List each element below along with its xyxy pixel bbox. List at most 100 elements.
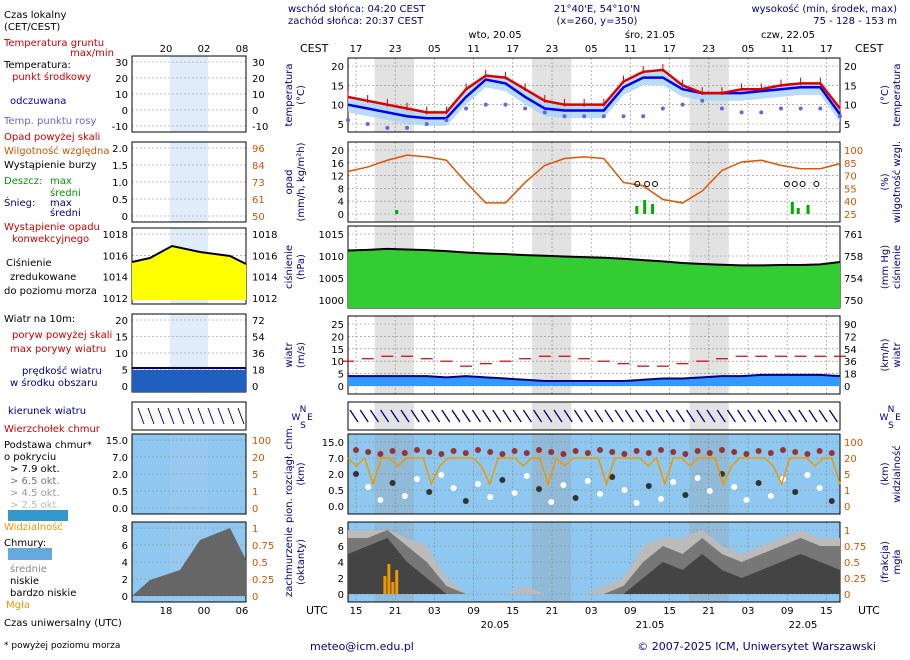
legend-right-tick: 72 — [252, 316, 265, 327]
panel-ylabel-right-press-line: (mm Hg) — [880, 245, 891, 289]
cloud-top-dot — [658, 447, 664, 453]
precip-bar — [790, 202, 794, 214]
precip-bar — [651, 204, 655, 214]
wind-arrow — [482, 409, 492, 423]
legend-local-tick: 20 — [160, 44, 173, 55]
dew-point-dot — [365, 122, 370, 126]
legend-text: średni — [50, 207, 81, 219]
panel-ylabel-left-precip-line: opad — [284, 170, 295, 195]
legend-text: niskie — [10, 576, 39, 587]
dew-point-dot — [503, 102, 508, 107]
legend-right-tick: 96 — [252, 144, 265, 155]
cloud-top-dot — [609, 449, 616, 455]
wind-arrow — [522, 409, 532, 423]
wind-arrow — [675, 409, 685, 423]
legend-right-tick: 36 — [252, 349, 265, 360]
left-tick: 25 — [331, 320, 344, 331]
legend-left-tick: 0 — [122, 382, 128, 393]
legend-left-tick: 7.0 — [112, 453, 128, 464]
legend-right-tick: 20 — [252, 74, 265, 85]
legend-right-tick: 1014 — [252, 273, 277, 284]
sunrise-text: wschód słońca: 04:20 CEST — [288, 3, 426, 15]
cloud-base-dot — [365, 484, 372, 490]
right-tick: 1 — [844, 486, 850, 497]
night-band — [374, 142, 414, 222]
right-tick: 0 — [844, 382, 850, 393]
wind-arrow — [645, 409, 655, 423]
legend-text: Chmury: — [4, 538, 46, 549]
left-tick: 6 — [338, 542, 344, 553]
legend-text: Czas lokalny — [4, 10, 67, 21]
right-tick: 18 — [844, 370, 857, 381]
elevation-label: wysokość (min, środek, max) — [751, 3, 897, 15]
utc-tick: 21 — [702, 606, 715, 617]
legend-right-tick: 61 — [252, 195, 265, 206]
precip-bar — [395, 210, 399, 214]
okt-swatch — [8, 510, 68, 521]
cloud-top-dot — [621, 451, 628, 457]
panel-ylabel-right-temp: (°C) temperatura — [880, 63, 903, 126]
cloud-top-dot — [719, 447, 725, 453]
legend-right-tick: 50 — [252, 212, 265, 223]
legend-right-tick: 100 — [252, 436, 271, 447]
cloud-base-dot — [633, 500, 640, 506]
left-tick: 20 — [331, 332, 344, 343]
right-tick: 40 — [844, 197, 857, 208]
left-tick: 1000 — [319, 296, 344, 307]
pressure-line — [347, 247, 841, 267]
dew-point-dot — [424, 122, 429, 126]
panel-ylabel-right-wind-line: wiatr — [892, 342, 903, 368]
right-tick: 20 — [844, 454, 857, 465]
wind-arrow — [747, 409, 757, 423]
right-tick: 25 — [844, 210, 857, 221]
cloud-top-dot — [487, 449, 494, 455]
dew-point-dot — [562, 114, 567, 119]
cloud-base-dot — [414, 476, 420, 482]
wind-arrow — [400, 409, 410, 423]
legend-text: Śnieg: — [4, 196, 35, 209]
local-tz-label: CEST — [300, 42, 329, 55]
low-cloud-area — [348, 538, 840, 594]
legend-wind-arrow — [167, 407, 175, 425]
legend-right-tick: 73 — [252, 178, 265, 189]
legend-right-tick: 10 — [252, 90, 265, 101]
dew-point-dot — [523, 106, 528, 111]
cloud-base-dot — [828, 498, 835, 504]
legend-left-tick: 15.0 — [106, 436, 128, 447]
legend-panel-frame — [131, 401, 247, 431]
right-tick: 55 — [844, 184, 857, 195]
legend-utc-tick: 06 — [236, 606, 249, 617]
wind-arrow — [604, 409, 614, 423]
cloud-base-dot — [401, 493, 408, 499]
cloud-top-dot — [804, 451, 811, 457]
cloud-base-dot — [572, 495, 579, 501]
legend-right-tick: 54 — [252, 333, 265, 344]
panel-ylabel-right-cloudbase-line: widzialność — [891, 445, 903, 502]
right-tick: 754 — [844, 274, 863, 285]
panel-press: 1015 1010 1005 1000 761 758 754 750 — [319, 225, 863, 309]
high-cloud-swatch — [8, 548, 52, 560]
legend-left-tick: 1.5 — [112, 161, 128, 172]
wind-arrow — [624, 409, 634, 423]
legend-wind-arrow — [137, 407, 145, 425]
precip-bar — [643, 200, 647, 214]
cloud-top-dot — [670, 449, 677, 455]
utc-day-label: 22.05 — [789, 620, 818, 631]
wind-arrow — [543, 409, 553, 423]
left-tick: 7.0 — [328, 454, 344, 465]
panel-ylabel-left-press-line: ciśnienie — [283, 245, 295, 289]
legend-text: Widzialność — [4, 521, 63, 533]
wind-arrow — [410, 409, 420, 423]
wind-arrow — [828, 409, 838, 423]
cloud-base-dot — [377, 497, 384, 503]
legend-text: > 2.5 okt. — [10, 500, 60, 511]
night-band — [532, 402, 572, 430]
panel-ylabel-right-cloud: (frakcja) mgła — [880, 541, 903, 583]
coords-text: 21°40'E, 54°10'N — [554, 4, 641, 15]
dew-point-dot — [660, 106, 665, 111]
utc-tick: 03 — [742, 606, 755, 617]
panel-ylabel-left-temp-line: (°C) — [296, 85, 307, 105]
right-tick: 10 — [844, 101, 857, 112]
wind-arrow — [431, 409, 441, 423]
cloud-base-dot — [816, 485, 823, 491]
